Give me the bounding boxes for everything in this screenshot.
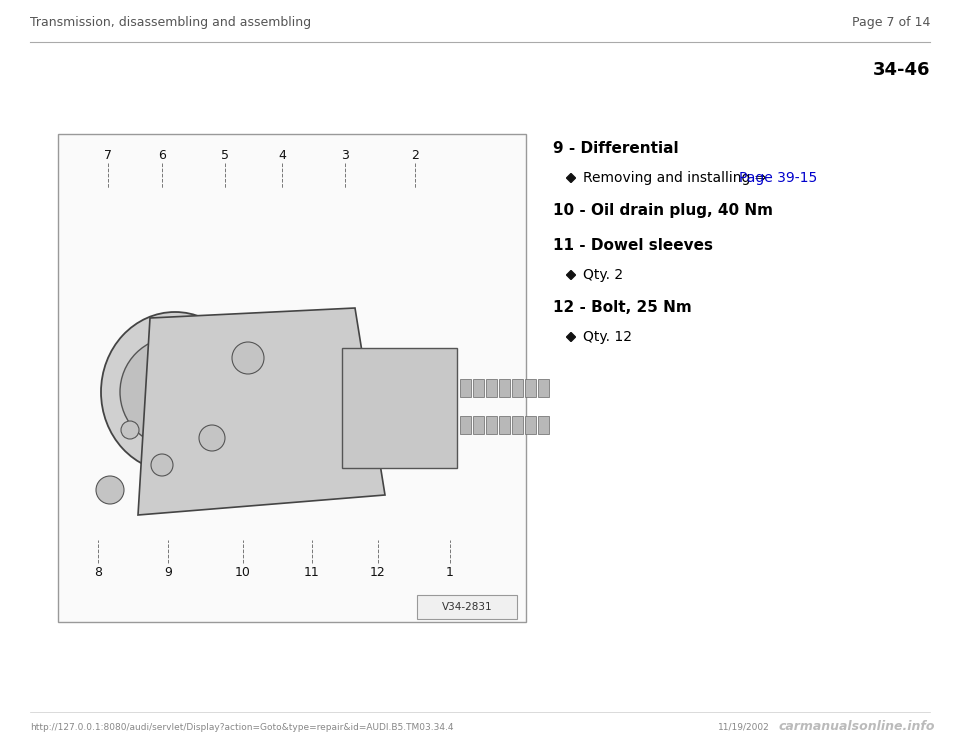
Text: carmanualsonline.info: carmanualsonline.info	[779, 720, 935, 734]
Text: http://127.0.0.1:8080/audi/servlet/Display?action=Goto&type=repair&id=AUDI.B5.TM: http://127.0.0.1:8080/audi/servlet/Displ…	[30, 723, 453, 732]
Text: 3: 3	[341, 148, 348, 162]
Circle shape	[121, 421, 139, 439]
Text: V34-2831: V34-2831	[442, 602, 492, 612]
Bar	[58, 134, 526, 622]
Text: Page 7 of 14: Page 7 of 14	[852, 16, 930, 28]
Text: Transmission, disassembling and assembling: Transmission, disassembling and assembli…	[30, 16, 311, 28]
Text: 11/19/2002: 11/19/2002	[718, 723, 770, 732]
Text: 10: 10	[235, 565, 251, 579]
Bar	[473, 379, 484, 397]
Bar	[473, 416, 484, 434]
Text: 2: 2	[411, 148, 419, 162]
Bar	[538, 416, 549, 434]
Text: 4: 4	[278, 148, 286, 162]
Bar	[486, 379, 497, 397]
Text: 8: 8	[94, 565, 102, 579]
Circle shape	[96, 476, 124, 504]
Text: 5: 5	[221, 148, 229, 162]
Bar	[460, 416, 471, 434]
Text: 34-46: 34-46	[873, 61, 930, 79]
Bar	[499, 416, 510, 434]
Text: 6: 6	[158, 148, 166, 162]
Text: 9 - Differential: 9 - Differential	[553, 140, 679, 156]
FancyBboxPatch shape	[417, 595, 517, 619]
Text: 1: 1	[446, 565, 454, 579]
Text: 10 - Oil drain plug, 40 Nm: 10 - Oil drain plug, 40 Nm	[553, 203, 773, 217]
Bar	[525, 379, 536, 397]
Polygon shape	[566, 174, 575, 183]
Text: 12: 12	[371, 565, 386, 579]
Circle shape	[199, 425, 225, 451]
Bar	[486, 416, 497, 434]
Text: 11: 11	[304, 565, 320, 579]
Text: Removing and installing ⇒: Removing and installing ⇒	[583, 171, 771, 185]
Polygon shape	[138, 308, 385, 515]
Text: 7: 7	[104, 148, 112, 162]
Bar	[512, 416, 523, 434]
Bar	[525, 416, 536, 434]
Text: 9: 9	[164, 565, 172, 579]
Text: Qty. 12: Qty. 12	[583, 330, 632, 344]
Polygon shape	[566, 332, 575, 341]
Text: Page 39-15: Page 39-15	[739, 171, 817, 185]
Circle shape	[120, 337, 230, 447]
Text: 12 - Bolt, 25 Nm: 12 - Bolt, 25 Nm	[553, 300, 692, 315]
Circle shape	[232, 342, 264, 374]
Bar	[512, 379, 523, 397]
Circle shape	[151, 454, 173, 476]
Bar	[538, 379, 549, 397]
Polygon shape	[566, 271, 575, 280]
Bar	[499, 379, 510, 397]
Text: Qty. 2: Qty. 2	[583, 268, 623, 282]
Text: 11 - Dowel sleeves: 11 - Dowel sleeves	[553, 237, 713, 252]
Ellipse shape	[101, 312, 249, 472]
Bar	[342, 348, 457, 468]
Circle shape	[147, 364, 203, 420]
Bar	[460, 379, 471, 397]
